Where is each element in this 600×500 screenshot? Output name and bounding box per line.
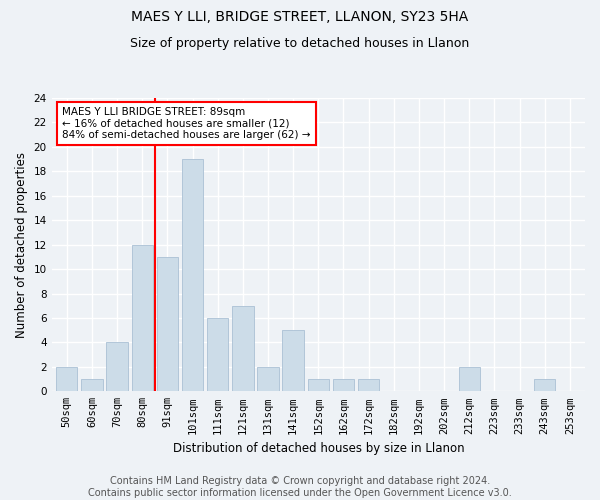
Bar [283,330,304,392]
Y-axis label: Number of detached properties: Number of detached properties [15,152,28,338]
X-axis label: Distribution of detached houses by size in Llanon: Distribution of detached houses by size … [173,442,464,455]
Bar [333,379,354,392]
Bar [232,306,254,392]
Bar [458,367,480,392]
Bar [131,244,153,392]
Bar [106,342,128,392]
Text: Contains HM Land Registry data © Crown copyright and database right 2024.
Contai: Contains HM Land Registry data © Crown c… [88,476,512,498]
Bar [534,379,556,392]
Text: MAES Y LLI BRIDGE STREET: 89sqm
← 16% of detached houses are smaller (12)
84% of: MAES Y LLI BRIDGE STREET: 89sqm ← 16% of… [62,107,311,140]
Bar [81,379,103,392]
Bar [157,257,178,392]
Bar [182,159,203,392]
Bar [207,318,229,392]
Bar [308,379,329,392]
Bar [257,367,279,392]
Bar [358,379,379,392]
Bar [56,367,77,392]
Text: MAES Y LLI, BRIDGE STREET, LLANON, SY23 5HA: MAES Y LLI, BRIDGE STREET, LLANON, SY23 … [131,10,469,24]
Text: Size of property relative to detached houses in Llanon: Size of property relative to detached ho… [130,38,470,51]
